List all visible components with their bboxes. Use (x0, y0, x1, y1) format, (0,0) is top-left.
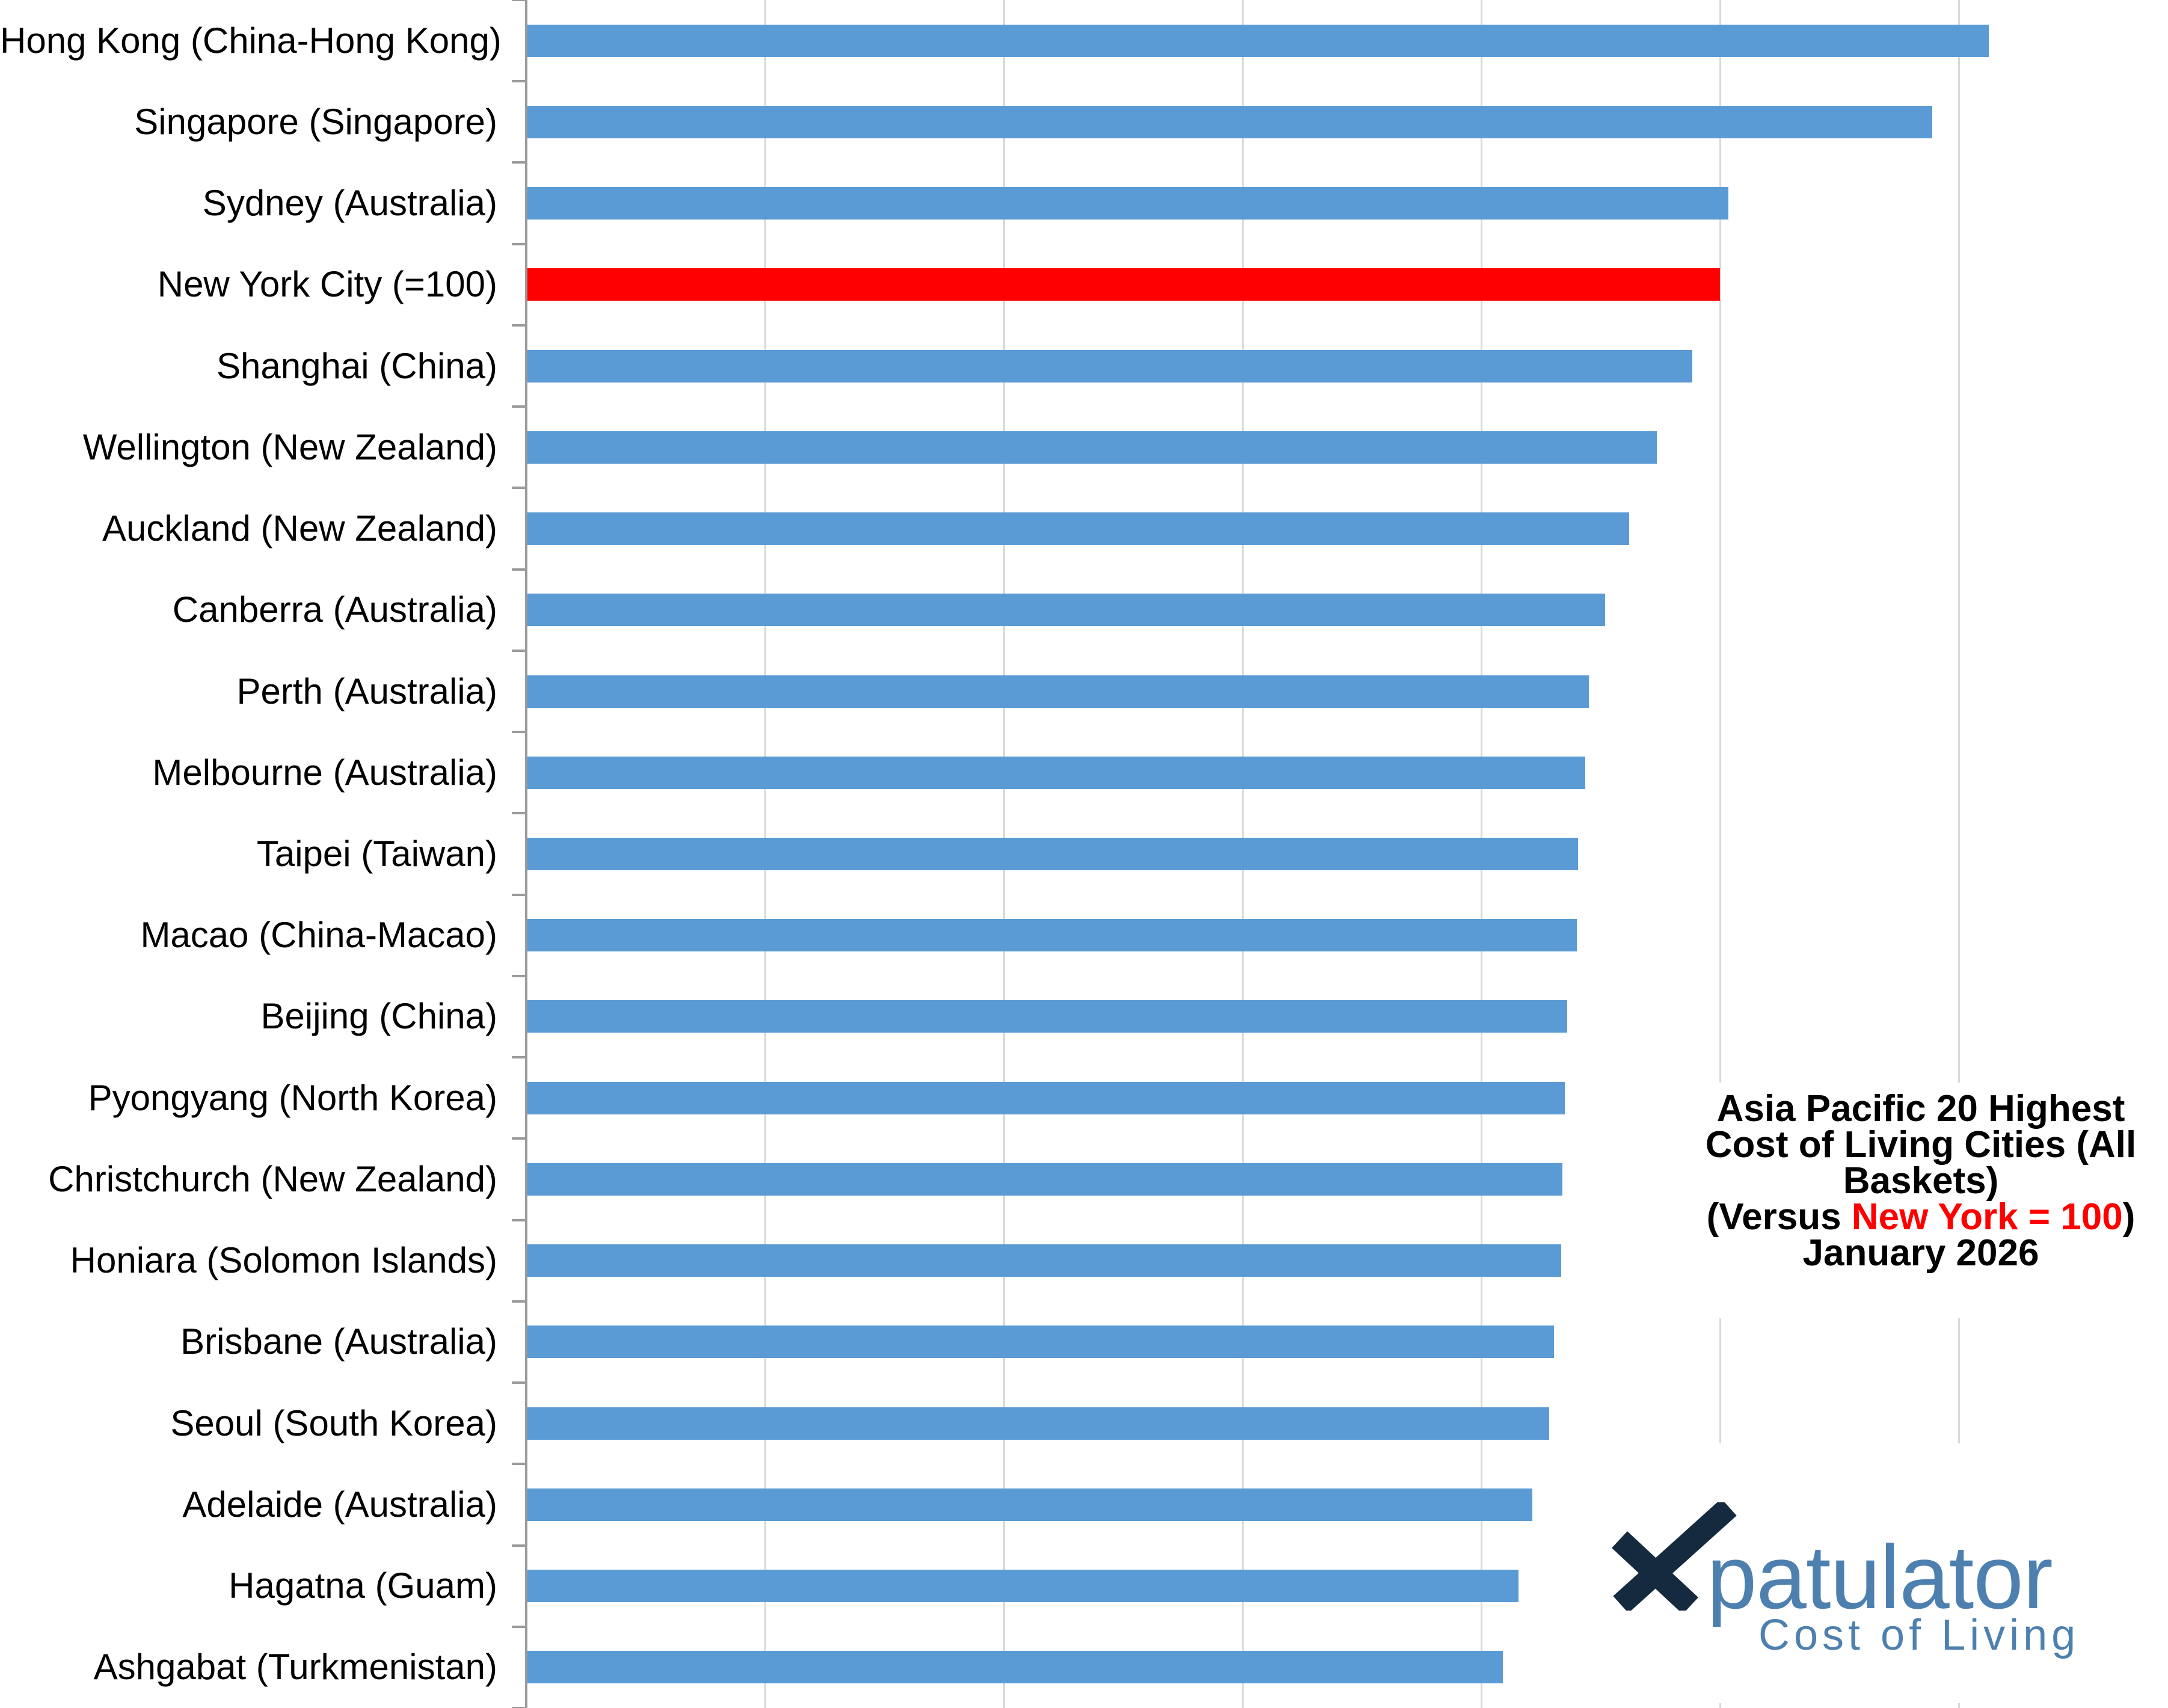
bar-shanghai-china (526, 349, 1693, 382)
category-label: Shanghai (China) (216, 345, 497, 386)
xpatulator-wordmark: patulator (1707, 1526, 2053, 1627)
axis-tick (512, 161, 526, 164)
bar-hagatna-guam (526, 1570, 1519, 1603)
category-label: Ashgabat (Turkmenistan) (93, 1647, 497, 1688)
axis-tick (512, 80, 526, 83)
axis-tick (512, 1707, 526, 1708)
axis-tick (512, 1625, 526, 1628)
category-label: Macao (China-Macao) (140, 915, 497, 956)
bar-auckland-new-zealand (526, 512, 1630, 545)
axis-tick (512, 405, 526, 408)
bar-beijing-china (526, 1000, 1567, 1033)
chart-title: Asia Pacific 20 Highest Cost of Living C… (1665, 1083, 2168, 1318)
category-label: Brisbane (Australia) (180, 1321, 497, 1362)
bar-sydney-australia (526, 187, 1728, 220)
axis-tick (512, 1137, 526, 1140)
chart-title-newyork-red: New York = 100 (1851, 1196, 2123, 1238)
category-label: Pyongyang (North Korea) (88, 1077, 497, 1118)
bar-pyongyang-north-korea (526, 1081, 1565, 1114)
chart-title-line2: Cost of Living Cities (All (1705, 1124, 2137, 1166)
axis-tick (512, 1544, 526, 1547)
axis-tick (512, 1381, 526, 1384)
bar-taipei-taiwan (526, 838, 1578, 870)
category-label: Christchurch (New Zealand) (48, 1158, 497, 1199)
bar-brisbane-australia (526, 1326, 1555, 1359)
category-label: Hagatna (Guam) (229, 1565, 497, 1606)
axis-tick (512, 568, 526, 571)
bar-macao-china-macao (526, 919, 1577, 952)
axis-tick (512, 893, 526, 896)
category-label: New York City (=100) (157, 264, 497, 305)
bar-adelaide-australia (526, 1488, 1533, 1521)
xpatulator-x-icon (1612, 1502, 1737, 1611)
xpatulator-tagline: Cost of Living (1758, 1611, 2080, 1659)
bar-christchurch-new-zealand (526, 1163, 1562, 1196)
bar-new-york-city-100 (526, 268, 1720, 301)
axis-tick (512, 812, 526, 815)
bar-hong-kong-china-hong-kong (526, 24, 1989, 57)
axis-tick (512, 974, 526, 977)
category-label: Seoul (South Korea) (170, 1402, 497, 1443)
axis-tick (512, 1218, 526, 1221)
axis-tick (512, 731, 526, 734)
category-label: Sydney (Australia) (202, 183, 497, 224)
bar-ashgabat-turkmenistan (526, 1651, 1503, 1684)
chart-title-line3: Baskets) (1843, 1160, 1999, 1202)
bar-singapore-singapore (526, 105, 1933, 138)
category-label: Honiara (Solomon Islands) (70, 1240, 497, 1281)
axis-tick (512, 242, 526, 245)
gridline-120 (1958, 0, 1960, 1708)
plot-area (526, 0, 2168, 1708)
bar-wellington-new-zealand (526, 431, 1657, 464)
category-label: Adelaide (Australia) (182, 1484, 497, 1525)
xpatulator-logo: patulator Cost of Living (1595, 1443, 2168, 1703)
category-label: Melbourne (Australia) (152, 752, 497, 793)
category-label: Perth (Australia) (236, 671, 497, 711)
category-label: Wellington (New Zealand) (82, 426, 497, 467)
bar-honiara-solomon-islands (526, 1244, 1561, 1277)
axis-tick (512, 1463, 526, 1466)
axis-tick (512, 649, 526, 652)
chart-title-line5: January 2026 (1802, 1232, 2039, 1274)
axis-tick (512, 1056, 526, 1059)
category-label: Taipei (Taiwan) (256, 834, 497, 874)
bar-perth-australia (526, 675, 1589, 708)
chart-title-line1: Asia Pacific 20 Highest (1716, 1088, 2125, 1129)
gridline-100 (1719, 0, 1721, 1708)
category-label: Hong Kong (China-Hong Kong) (0, 20, 502, 61)
axis-tick (512, 487, 526, 490)
axis-tick (512, 1300, 526, 1303)
category-label: Auckland (New Zealand) (102, 508, 497, 549)
chart-title-line4-suffix: ) (2122, 1196, 2136, 1238)
bar-melbourne-australia (526, 756, 1585, 789)
category-label: Canberra (Australia) (172, 589, 497, 630)
axis-tick (512, 324, 526, 327)
bar-seoul-south-korea (526, 1407, 1550, 1440)
chart-title-line4-prefix: (Versus (1706, 1196, 1852, 1238)
axis-tick (512, 0, 526, 1)
chart-title-line4: (Versus New York = 100) (1665, 1196, 2168, 1238)
category-label: Beijing (China) (260, 996, 497, 1037)
bar-canberra-australia (526, 594, 1606, 627)
category-axis-line (525, 0, 527, 1708)
category-label: Singapore (Singapore) (134, 101, 497, 142)
